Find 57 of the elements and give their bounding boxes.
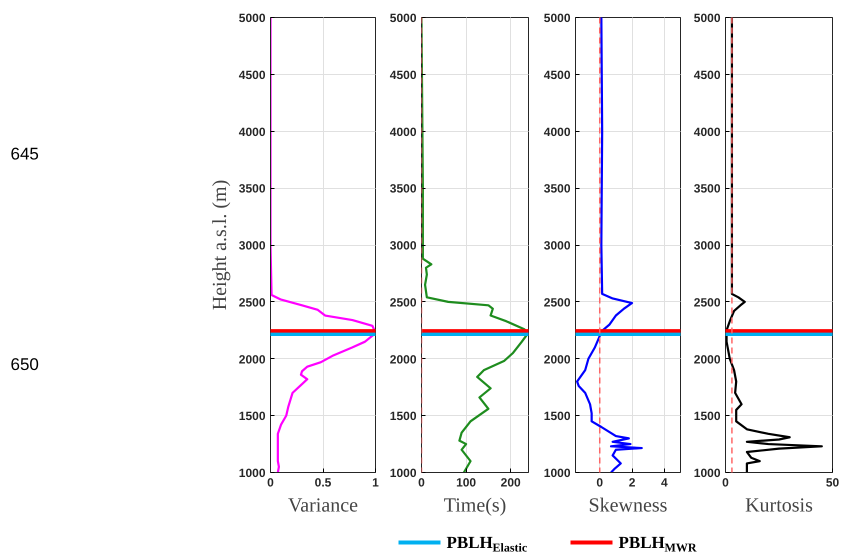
x-axis-title: Skewness [588, 494, 668, 516]
y-tick-label: 1000 [238, 466, 266, 480]
x-axis-title: Time(s) [444, 494, 506, 516]
y-tick-label: 2500 [694, 295, 721, 310]
x-tick-label: 0 [267, 476, 274, 490]
line-series [422, 18, 528, 472]
x-axis-title: Kurtosis [745, 494, 814, 516]
y-tick-label: 1500 [544, 409, 571, 424]
y-tick-label: 4000 [238, 124, 266, 139]
x-tick-label: 200 [500, 476, 522, 490]
y-tick-label: 3500 [694, 182, 721, 196]
y-tick-label: 2000 [238, 352, 266, 366]
x-tick-label: 0 [722, 476, 730, 490]
x-tick-label: 2 [628, 476, 636, 490]
y-tick-label: 3000 [694, 238, 721, 252]
x-axis-title: Variance [288, 494, 358, 516]
x-tick-label: 50 [826, 476, 840, 490]
y-tick-label: 4000 [390, 124, 417, 139]
y-tick-label: 4500 [544, 68, 571, 82]
x-tick-label: 0 [596, 476, 604, 490]
x-tick-label: 4 [661, 476, 668, 490]
y-tick-label: 1000 [544, 466, 571, 480]
y-tick-label: 2500 [390, 295, 417, 310]
y-tick-label: 5000 [694, 11, 721, 25]
y-tick-label: 2000 [390, 352, 417, 366]
y-tick-label: 2500 [544, 295, 571, 310]
x-tick-label: 0.5 [314, 476, 332, 490]
y-tick-label: 3000 [390, 238, 417, 252]
x-tick-label: 1 [372, 476, 380, 490]
y-tick-label: 1500 [694, 409, 721, 424]
y-tick-label: 2500 [238, 295, 266, 310]
y-tick-label: 1000 [694, 466, 721, 480]
y-tick-label: 5000 [238, 11, 266, 25]
y-tick-label: 4000 [544, 124, 571, 139]
line-series [270, 18, 376, 472]
y-axis-title: Height a.s.l. (m) [208, 180, 231, 310]
y-tick-label: 1500 [238, 409, 266, 424]
y-tick-label: 5000 [390, 11, 417, 25]
y-tick-label: 4500 [238, 68, 266, 82]
y-tick-label: 3500 [238, 182, 266, 196]
y-tick-label: 1500 [390, 409, 417, 424]
y-tick-label: 2000 [544, 352, 571, 366]
line-series [576, 18, 643, 472]
x-tick-label: 0 [418, 476, 426, 490]
y-tick-label: 3500 [390, 182, 417, 196]
y-tick-label: 5000 [544, 11, 571, 25]
x-tick-label: 100 [456, 476, 476, 490]
text: 645 [10, 144, 39, 164]
y-tick-label: 4000 [694, 124, 721, 139]
y-tick-label: 3000 [238, 238, 266, 252]
y-tick-label: 3000 [544, 238, 571, 252]
y-tick-label: 4500 [694, 68, 721, 82]
y-tick-label: 4500 [390, 68, 417, 82]
y-tick-label: 3500 [544, 182, 571, 196]
y-tick-label: 2000 [694, 352, 721, 366]
text: 650 [10, 355, 39, 374]
y-tick-label: 1000 [390, 466, 417, 480]
